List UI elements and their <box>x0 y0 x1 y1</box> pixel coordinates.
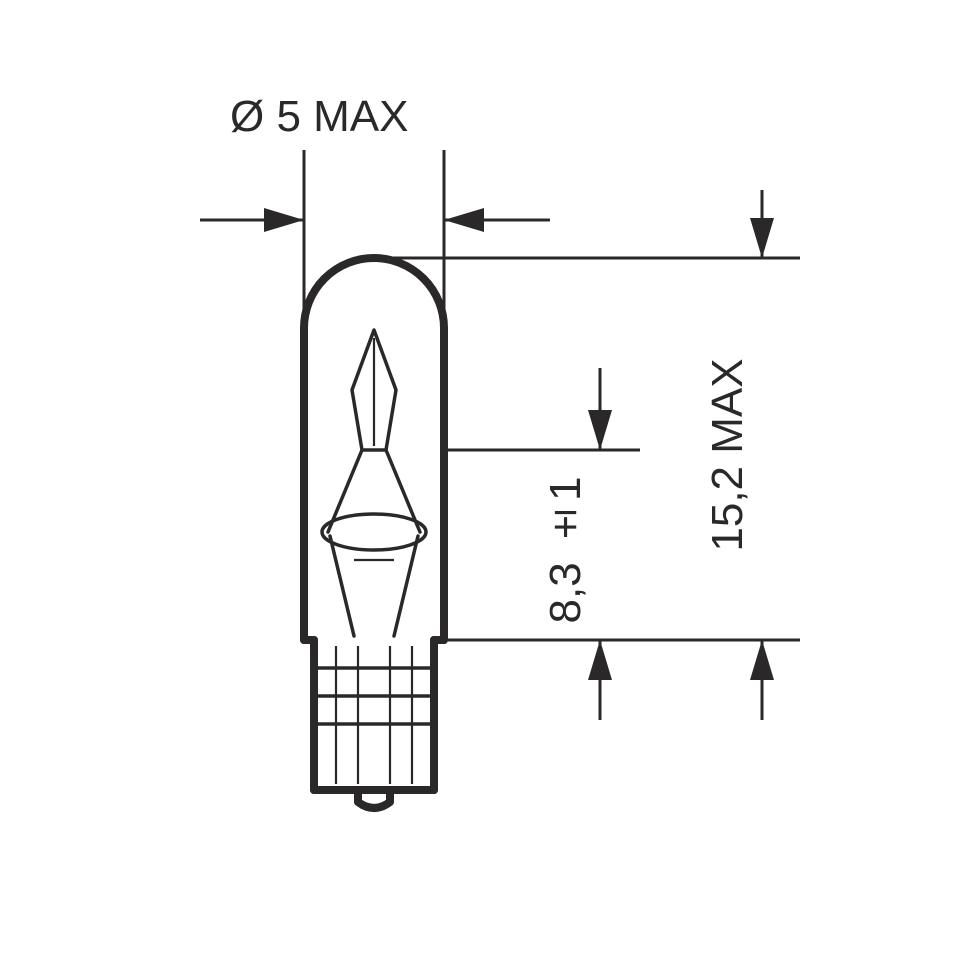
bulb-technical-drawing <box>0 0 960 960</box>
diameter-label: Ø 5 MAX <box>230 92 409 142</box>
full-height-label: 15,2 MAX <box>703 358 753 551</box>
mid-height-label: 8,3 ±1 <box>541 477 591 624</box>
diagram-canvas: Ø 5 MAX 8,3 ±1 15,2 MAX <box>0 0 960 960</box>
